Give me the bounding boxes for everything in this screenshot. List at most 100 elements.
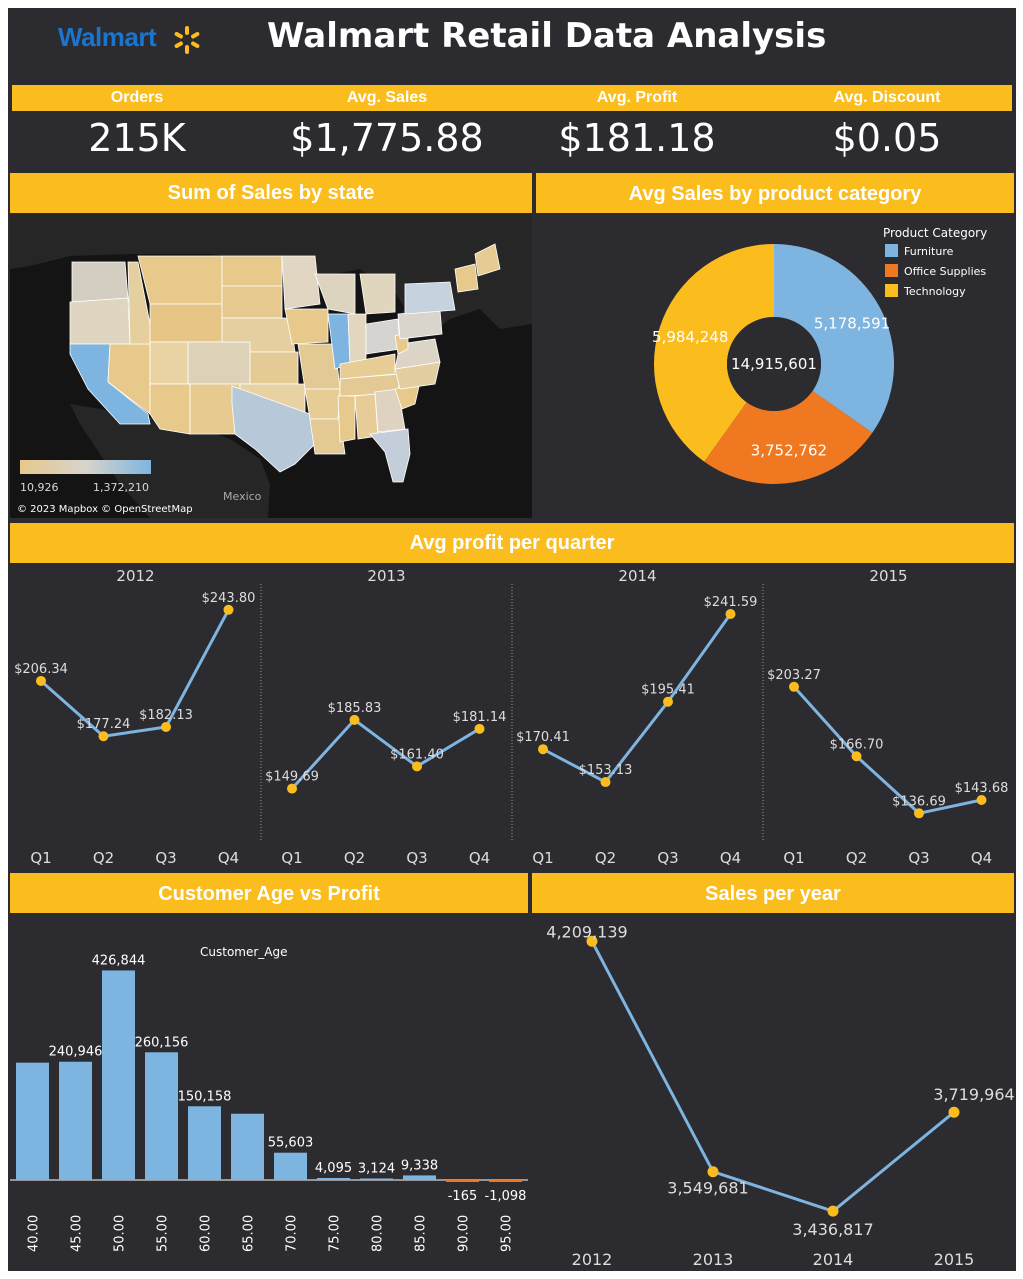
donut-slice-office-supplies[interactable] [704, 390, 873, 484]
profit-point[interactable] [98, 731, 109, 742]
age-tick: 45.00 [70, 1215, 85, 1252]
age-tick: 70.00 [285, 1215, 300, 1252]
sales-point-label: 3,549,681 [667, 1179, 748, 1198]
profit-line-2013 [290, 717, 481, 790]
sales-by-state-map[interactable]: 10,926 1,372,210 Mexico © 2023 Mapbox © … [10, 214, 532, 518]
legend-item-label[interactable]: Technology [903, 285, 966, 298]
state-wyoming[interactable] [149, 303, 223, 343]
legend-swatch [885, 284, 898, 297]
sales-point[interactable] [707, 1166, 719, 1178]
state-arkansas[interactable] [304, 388, 341, 420]
profit-point[interactable] [349, 714, 360, 725]
profit-point[interactable] [789, 681, 799, 692]
profit-point[interactable] [287, 783, 297, 794]
sales-per-year-chart[interactable]: 4,209,139 2012 3,549,681 2013 3,436,817 2014 3… [532, 914, 1014, 1269]
quarter-tick: Q4 [469, 849, 490, 867]
legend-item-label[interactable]: Office Supplies [904, 265, 986, 278]
profit-point[interactable] [223, 604, 234, 615]
profit-point[interactable] [976, 795, 987, 806]
map-attribution[interactable]: © 2023 Mapbox © OpenStreetMap [17, 504, 193, 515]
profit-point[interactable] [412, 761, 422, 772]
donut-value-label: 5,178,591 [814, 314, 890, 332]
state-florida[interactable] [369, 428, 411, 483]
profit-point-label: $241.59 [704, 595, 758, 610]
state-alabama[interactable] [354, 393, 379, 440]
age-bar[interactable] [403, 1175, 436, 1180]
profit-point[interactable] [538, 744, 548, 755]
age-bar-label: 4,095 [315, 1161, 352, 1176]
age-tick: 65.00 [242, 1215, 257, 1252]
legend-item-label[interactable]: Furniture [904, 245, 954, 258]
logo-text: Walmart [58, 22, 157, 52]
state-iowa[interactable] [284, 308, 329, 345]
profit-point[interactable] [474, 723, 485, 734]
kpi-avg-sales-value: $1,775.88 [290, 116, 484, 160]
kpi-avg-sales-label: Avg. Sales [346, 89, 428, 106]
state-washington[interactable] [71, 261, 129, 303]
profit-point-label: $136.69 [892, 794, 946, 809]
age-tick: 80.00 [371, 1215, 386, 1252]
state-maine[interactable] [474, 243, 501, 277]
profit-point[interactable] [663, 696, 673, 707]
quarterly-profit-chart[interactable]: 2012 $206.34 Q1 $177.24 Q2 $182.13 Q3 $243.80 Q4… [10, 564, 1014, 870]
sales-point[interactable] [827, 1205, 839, 1217]
profit-point-label: $195.41 [641, 683, 695, 698]
state-indiana[interactable] [347, 313, 367, 365]
state-north-dakota[interactable] [221, 255, 283, 287]
age-bar[interactable] [231, 1113, 264, 1180]
state-colorado[interactable] [187, 341, 251, 385]
profit-point[interactable] [600, 777, 611, 788]
year-tick: 2015 [934, 1250, 975, 1269]
state-louisiana[interactable] [309, 418, 346, 455]
age-bar[interactable] [317, 1177, 350, 1180]
age-bar-label: -1,098 [485, 1189, 527, 1204]
dashboard-title: Walmart Retail Data Analysis [267, 16, 827, 56]
state-utah[interactable] [149, 341, 189, 385]
age-bar-label: 260,156 [135, 1035, 189, 1050]
state-south-dakota[interactable] [221, 285, 283, 319]
age-profit-bar-chart[interactable]: Customer_Age 40.00 240,946 45.00 426,844 50.… [10, 914, 528, 1269]
donut-slice-technology[interactable] [654, 244, 774, 462]
profit-point-label: $149.69 [265, 770, 319, 785]
age-bar[interactable] [274, 1152, 307, 1180]
age-bar[interactable] [360, 1178, 393, 1180]
age-bar[interactable] [489, 1180, 522, 1182]
age-bar[interactable] [59, 1061, 92, 1180]
profit-point[interactable] [161, 721, 171, 732]
age-bar[interactable] [102, 970, 135, 1180]
category-donut-chart[interactable]: 14,915,601 Product Category Furniture Off… [536, 214, 1014, 518]
map-legend-max: 1,372,210 [93, 481, 149, 494]
sales-point[interactable] [586, 935, 598, 947]
state-mississippi[interactable] [337, 395, 356, 443]
age-bar[interactable] [145, 1052, 178, 1180]
age-bar[interactable] [446, 1180, 479, 1182]
age-tick: 95.00 [500, 1215, 515, 1252]
kpi-avg-profit-value: $181.18 [558, 116, 716, 160]
state-montana[interactable] [137, 255, 223, 305]
donut-slice-furniture[interactable] [774, 244, 894, 433]
profit-point[interactable] [914, 808, 924, 819]
state-new-england[interactable] [454, 263, 479, 293]
age-bar[interactable] [16, 1062, 49, 1180]
state-minnesota[interactable] [281, 255, 321, 310]
state-arizona[interactable] [149, 383, 191, 435]
profit-point[interactable] [851, 751, 862, 762]
state-kentucky[interactable] [339, 353, 396, 380]
age-bar[interactable] [188, 1106, 221, 1180]
donut-value-label: 3,752,762 [751, 442, 827, 460]
state-kansas[interactable] [249, 351, 299, 385]
state-new-york[interactable] [404, 281, 456, 315]
profit-point[interactable] [725, 608, 736, 619]
sales-line [590, 940, 955, 1213]
year-header: 2015 [869, 567, 907, 585]
quarter-tick: Q1 [783, 849, 804, 867]
profit-point[interactable] [36, 675, 46, 686]
age-chart-title: Customer Age vs Profit [10, 873, 528, 913]
map-title: Sum of Sales by state [10, 173, 532, 213]
state-michigan[interactable] [359, 273, 396, 315]
kpi-header-bar [12, 85, 1012, 111]
sales-point[interactable] [948, 1106, 960, 1118]
year-header: 2012 [116, 567, 154, 585]
state-oregon[interactable] [69, 297, 131, 345]
age-bar-label: 150,158 [178, 1089, 232, 1104]
